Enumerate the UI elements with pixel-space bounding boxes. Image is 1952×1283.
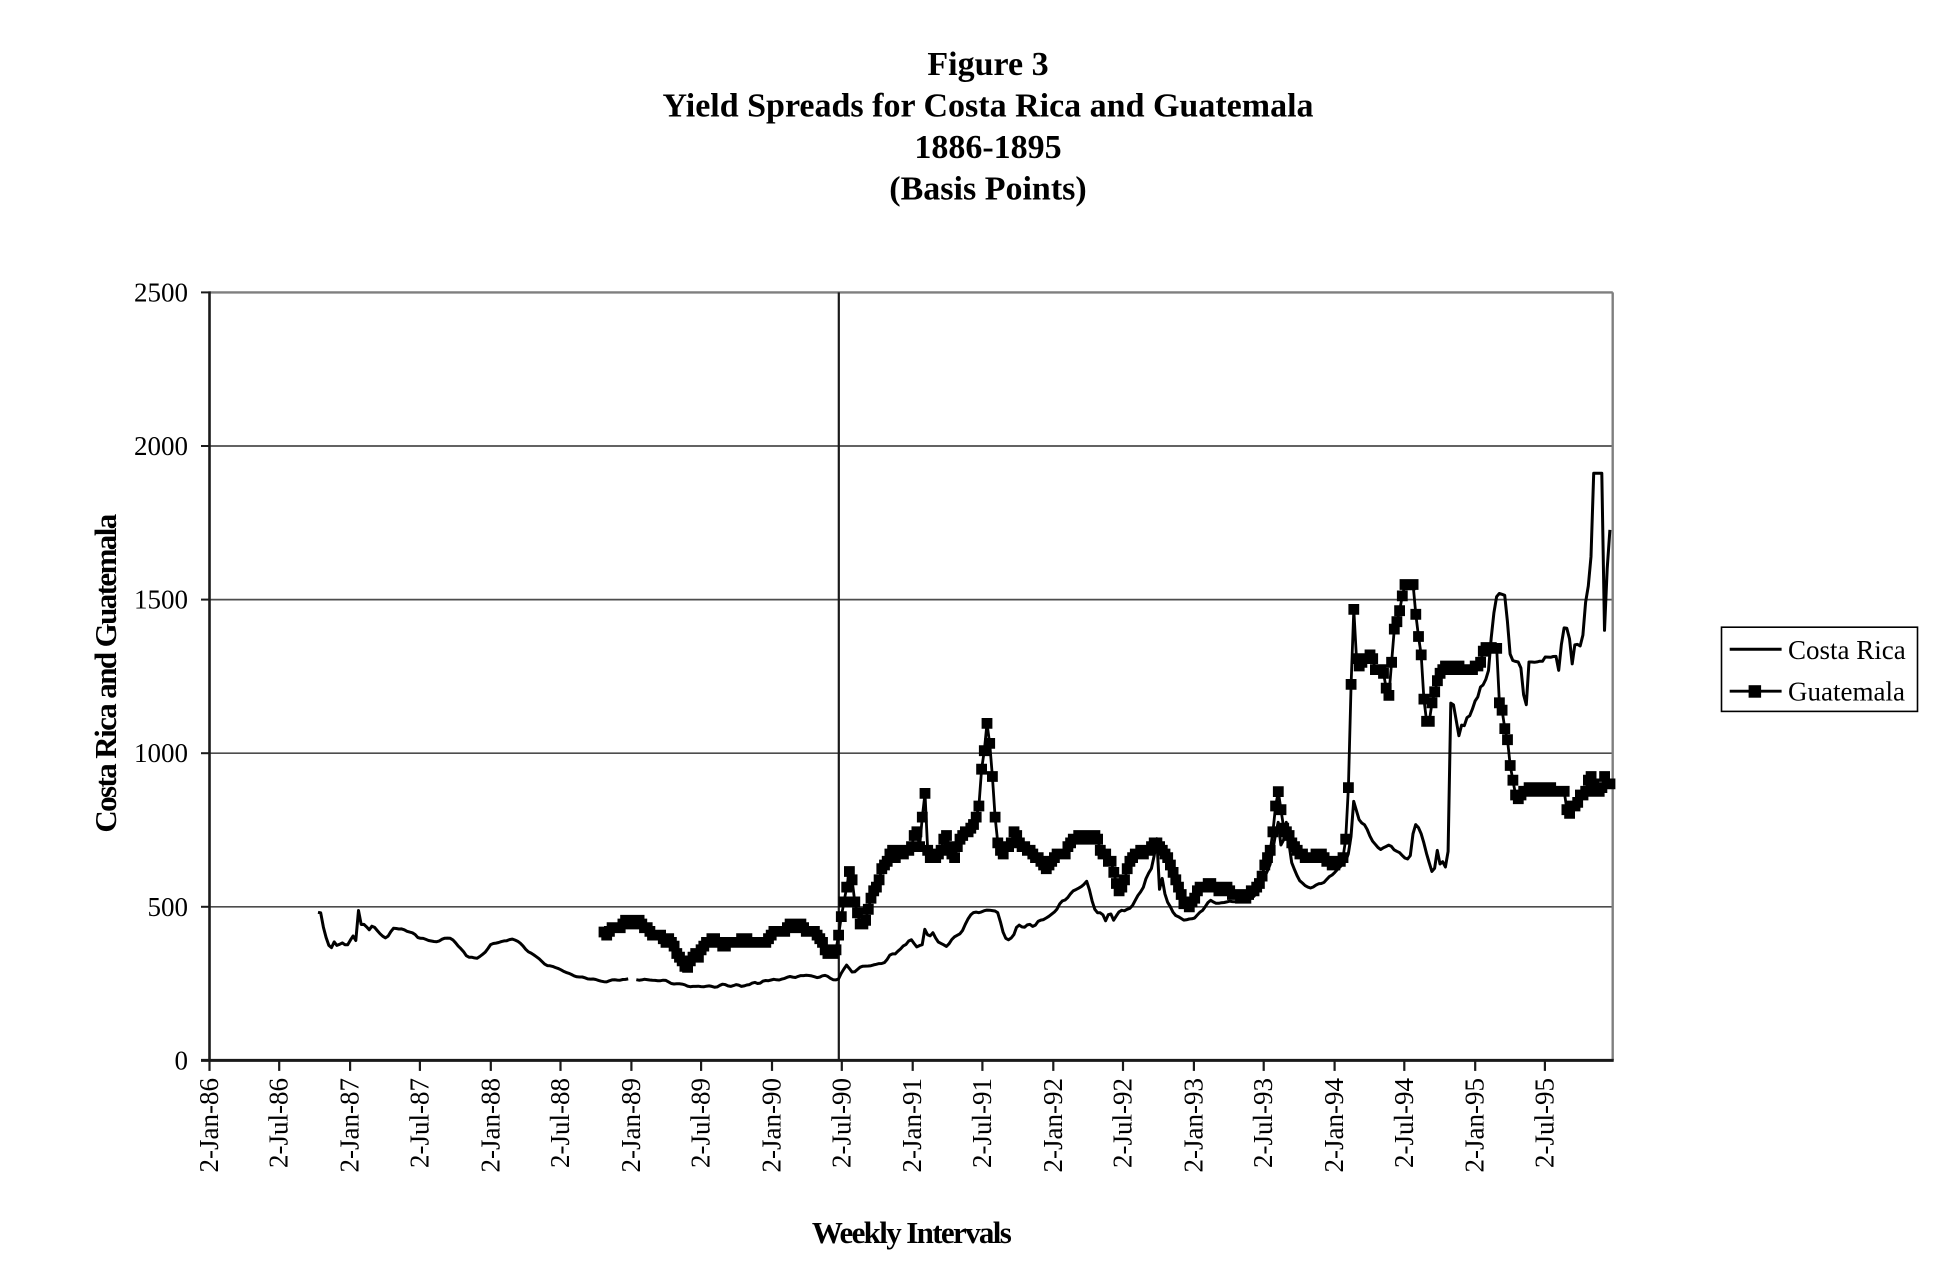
svg-text:2-Jul-88: 2-Jul-88: [545, 1078, 575, 1168]
svg-text:2-Jan-86: 2-Jan-86: [194, 1078, 224, 1172]
svg-text:2-Jan-89: 2-Jan-89: [616, 1078, 646, 1172]
svg-text:0: 0: [175, 1045, 189, 1075]
svg-text:Costa Rica and Guatemala: Costa Rica and Guatemala: [88, 513, 123, 832]
svg-text:2-Jan-95: 2-Jan-95: [1460, 1078, 1490, 1172]
svg-text:2-Jul-86: 2-Jul-86: [264, 1078, 294, 1168]
svg-text:2-Jul-90: 2-Jul-90: [826, 1078, 856, 1168]
svg-text:2-Jan-87: 2-Jan-87: [335, 1078, 365, 1172]
svg-text:Yield Spreads for Costa Rica a: Yield Spreads for Costa Rica and Guatema…: [662, 88, 1313, 125]
svg-text:2-Jul-93: 2-Jul-93: [1248, 1078, 1278, 1168]
svg-text:(Basis Points): (Basis Points): [889, 171, 1086, 208]
svg-text:Guatemala: Guatemala: [1788, 677, 1905, 707]
svg-text:2-Jan-90: 2-Jan-90: [757, 1078, 787, 1172]
svg-text:2-Jul-87: 2-Jul-87: [404, 1078, 434, 1168]
svg-text:2500: 2500: [134, 277, 188, 307]
svg-text:2-Jan-92: 2-Jan-92: [1038, 1078, 1068, 1172]
svg-text:500: 500: [148, 892, 189, 922]
svg-text:2-Jul-89: 2-Jul-89: [686, 1078, 716, 1168]
svg-text:2-Jan-94: 2-Jan-94: [1319, 1078, 1349, 1173]
svg-text:2-Jan-91: 2-Jan-91: [897, 1078, 927, 1172]
svg-text:2-Jan-88: 2-Jan-88: [475, 1078, 505, 1172]
svg-text:2-Jul-94: 2-Jul-94: [1389, 1078, 1419, 1168]
svg-text:Weekly Intervals: Weekly Intervals: [812, 1215, 1012, 1250]
svg-text:1886-1895: 1886-1895: [914, 129, 1061, 166]
svg-text:1000: 1000: [134, 738, 188, 768]
svg-text:2-Jul-95: 2-Jul-95: [1529, 1078, 1559, 1168]
svg-text:2000: 2000: [134, 431, 188, 461]
svg-text:2-Jul-92: 2-Jul-92: [1108, 1078, 1138, 1168]
svg-text:Figure 3: Figure 3: [927, 46, 1048, 83]
svg-text:Costa Rica: Costa Rica: [1788, 635, 1906, 665]
svg-text:2-Jan-93: 2-Jan-93: [1178, 1078, 1208, 1172]
svg-text:2-Jul-91: 2-Jul-91: [967, 1078, 997, 1168]
svg-text:1500: 1500: [134, 585, 188, 615]
